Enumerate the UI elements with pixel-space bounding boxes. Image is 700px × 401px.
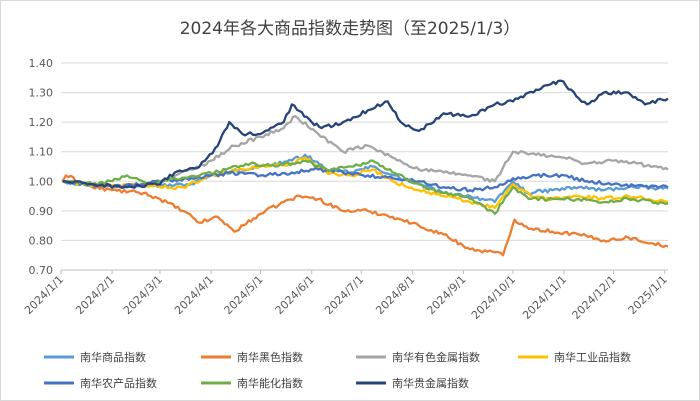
legend-label: 南华黑色指数 xyxy=(237,350,303,364)
x-tick-label: 2024/3/1 xyxy=(121,273,165,317)
series-line-0 xyxy=(62,153,669,204)
y-tick-label: 1.10 xyxy=(29,146,54,159)
legend-label: 南华能化指数 xyxy=(237,376,303,390)
y-tick-label: 1.20 xyxy=(29,116,54,129)
legend-label: 南华工业品指数 xyxy=(554,350,631,364)
x-tick-label: 2024/6/1 xyxy=(273,273,317,317)
y-tick-label: 1.40 xyxy=(29,57,54,70)
x-tick-label: 2025/1/1 xyxy=(626,273,670,317)
x-tick-label: 2024/11/1 xyxy=(520,273,569,322)
x-tick-label: 2024/12/1 xyxy=(570,273,619,322)
y-tick-label: 0.90 xyxy=(29,205,54,218)
y-tick-label: 1.00 xyxy=(29,175,54,188)
y-tick-label: 1.30 xyxy=(29,87,54,100)
x-tick-label: 2024/1/1 xyxy=(22,273,66,317)
legend-label: 南华有色金属指数 xyxy=(392,350,480,364)
y-tick-label: 0.70 xyxy=(29,264,54,277)
legend-label: 南华商品指数 xyxy=(80,350,146,364)
x-tick-label: 2024/5/1 xyxy=(222,273,266,317)
grid-lines xyxy=(61,62,668,241)
x-tick-label: 2024/4/1 xyxy=(172,273,216,317)
series-lines xyxy=(61,79,669,257)
chart-title: 2024年各大商品指数走势图（至2025/1/3） xyxy=(180,19,521,39)
y-tick-label: 0.80 xyxy=(29,234,54,247)
series-line-6 xyxy=(62,79,669,189)
x-tick-label: 2024/9/1 xyxy=(424,273,468,317)
x-tick-label: 2024/7/1 xyxy=(322,273,366,317)
x-tick-label: 2024/10/1 xyxy=(469,273,518,322)
x-tick-label: 2024/8/1 xyxy=(373,273,417,317)
legend-label: 南华贵金属指数 xyxy=(392,376,469,390)
series-line-1 xyxy=(61,174,669,257)
x-tick-label: 2024/2/1 xyxy=(73,273,117,317)
legend-label: 南华农产品指数 xyxy=(80,376,157,390)
